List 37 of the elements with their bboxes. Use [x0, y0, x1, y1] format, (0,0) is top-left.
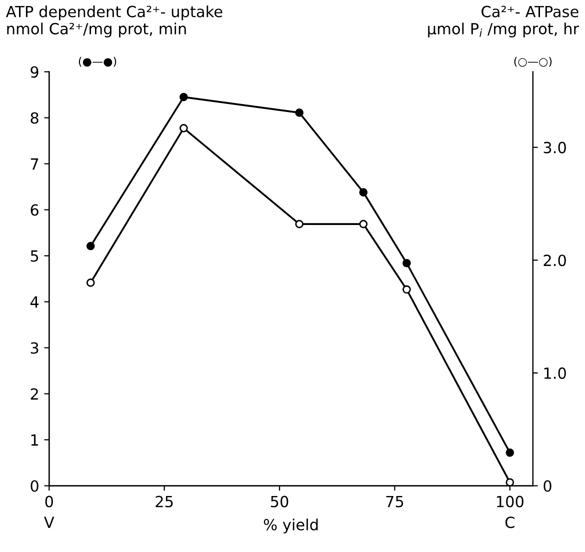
- x-tick-label: 25: [156, 496, 173, 508]
- y-tick-label: 4: [30, 296, 39, 308]
- y-tick-label: 7: [30, 158, 38, 170]
- y2-tick-label: 2.0: [544, 254, 566, 266]
- y-tick-label: 3: [30, 342, 38, 354]
- point: [506, 448, 514, 457]
- point: [86, 242, 95, 250]
- y2-tick-label: 0: [544, 480, 552, 492]
- y-tick-label: 8: [30, 112, 38, 124]
- y-tick-label: 0: [30, 480, 38, 492]
- point: [402, 258, 411, 268]
- y2-tick-label: 1.0: [544, 367, 566, 379]
- text: V: [44, 516, 54, 528]
- point: [295, 220, 304, 228]
- x-axis-title: % yield: [264, 518, 318, 534]
- text: (●—●): [78, 56, 116, 67]
- y2-axis-title: Ca²⁺- ATPase μmol P$_{i}$ /mg prot, hr: [428, 6, 580, 38]
- x-tick-label: 100: [496, 496, 524, 508]
- x-tick-label: 0: [45, 496, 53, 508]
- x-tick-label: 50: [270, 496, 288, 508]
- y-axis-title: ATP dependent Ca²⁺- uptake nmol Ca²⁺/mg prot, min: [6, 6, 222, 38]
- point: [180, 124, 188, 132]
- point: [359, 188, 368, 196]
- text: (○—○): [514, 56, 552, 67]
- y-tick-label: 6: [30, 204, 38, 216]
- text: C: [505, 516, 514, 528]
- point: [180, 92, 188, 102]
- y-tick-label: 1: [31, 434, 38, 446]
- x-tick-label: 75: [386, 496, 404, 508]
- y2-tick-label: 3.0: [544, 142, 566, 154]
- point: [359, 220, 368, 228]
- point: [86, 278, 95, 287]
- y-tick-label: 2: [30, 388, 38, 400]
- point: [295, 108, 304, 117]
- y-tick-label: 9: [30, 66, 38, 78]
- y-tick-label: 5: [30, 250, 38, 262]
- point: [402, 285, 411, 294]
